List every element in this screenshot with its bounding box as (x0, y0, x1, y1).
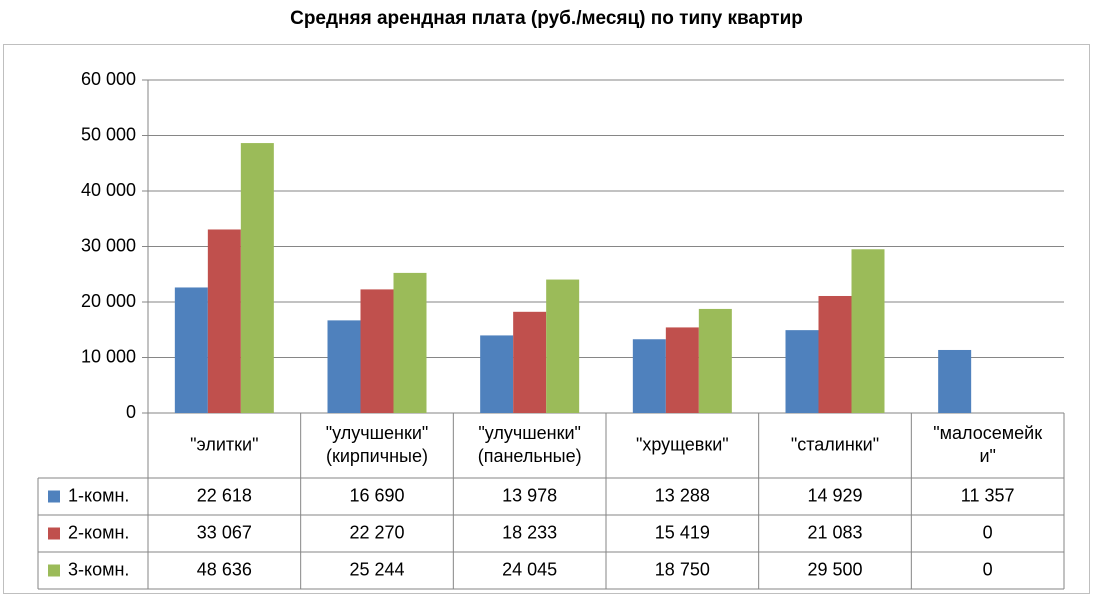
table-cell-value: 15 419 (655, 522, 710, 542)
category-label: "сталинки" (791, 434, 879, 454)
legend-key (48, 564, 60, 577)
table-cell-value: 18 750 (655, 559, 710, 579)
table-cell-value: 22 618 (197, 485, 252, 505)
category-label: (кирпичные) (326, 446, 428, 466)
bar (938, 349, 972, 413)
y-tick-label: 10 000 (81, 346, 136, 366)
y-tick-label: 30 000 (81, 235, 136, 255)
legend-label: 2-комн. (68, 522, 129, 542)
bar (360, 289, 394, 413)
category-label: (панельные) (478, 446, 582, 466)
category-label: "улучшенки" (478, 423, 581, 443)
y-tick-label: 60 000 (81, 69, 136, 89)
table-cell-value: 0 (983, 522, 993, 542)
category-label: "малосемейк (933, 423, 1042, 443)
table-cell-value: 16 690 (349, 485, 404, 505)
bar (546, 279, 580, 413)
table-cell-value: 0 (983, 559, 993, 579)
legend-label: 1-комн. (68, 485, 129, 505)
table-cell-value: 33 067 (197, 522, 252, 542)
table-cell-value: 24 045 (502, 559, 557, 579)
category-label: "улучшенки" (326, 423, 429, 443)
bar (665, 327, 699, 413)
y-tick-label: 50 000 (81, 124, 136, 144)
table-cell-value: 13 978 (502, 485, 557, 505)
bar (851, 249, 885, 413)
table-cell-value: 13 288 (655, 485, 710, 505)
bar (785, 330, 819, 413)
bar (513, 311, 547, 413)
legend-key (48, 527, 60, 540)
bar (240, 143, 274, 414)
bar (818, 295, 852, 413)
bar (480, 335, 514, 413)
table-cell-value: 21 083 (807, 522, 862, 542)
y-tick-label: 20 000 (81, 291, 136, 311)
category-label: "элитки" (190, 434, 258, 454)
category-label: "хрущевки" (636, 434, 729, 454)
legend-label: 3-комн. (68, 559, 129, 579)
chart-frame (3, 44, 1090, 594)
bar (174, 287, 208, 413)
bar (327, 320, 361, 413)
table-cell-value: 29 500 (807, 559, 862, 579)
table-cell-value: 18 233 (502, 522, 557, 542)
table-cell-value: 22 270 (349, 522, 404, 542)
bar (207, 229, 241, 413)
table-cell-value: 14 929 (807, 485, 862, 505)
chart-title: Средняя арендная плата (руб./месяц) по т… (290, 8, 803, 29)
bar (632, 339, 666, 413)
category-label: и" (979, 446, 995, 466)
y-tick-label: 40 000 (81, 180, 136, 200)
table-cell-value: 25 244 (349, 559, 404, 579)
legend-key (48, 490, 60, 503)
table-cell-value: 11 357 (961, 485, 1015, 505)
bar (698, 308, 732, 413)
bar (393, 272, 427, 413)
y-tick-label: 0 (126, 402, 136, 422)
table-cell-value: 48 636 (197, 559, 252, 579)
